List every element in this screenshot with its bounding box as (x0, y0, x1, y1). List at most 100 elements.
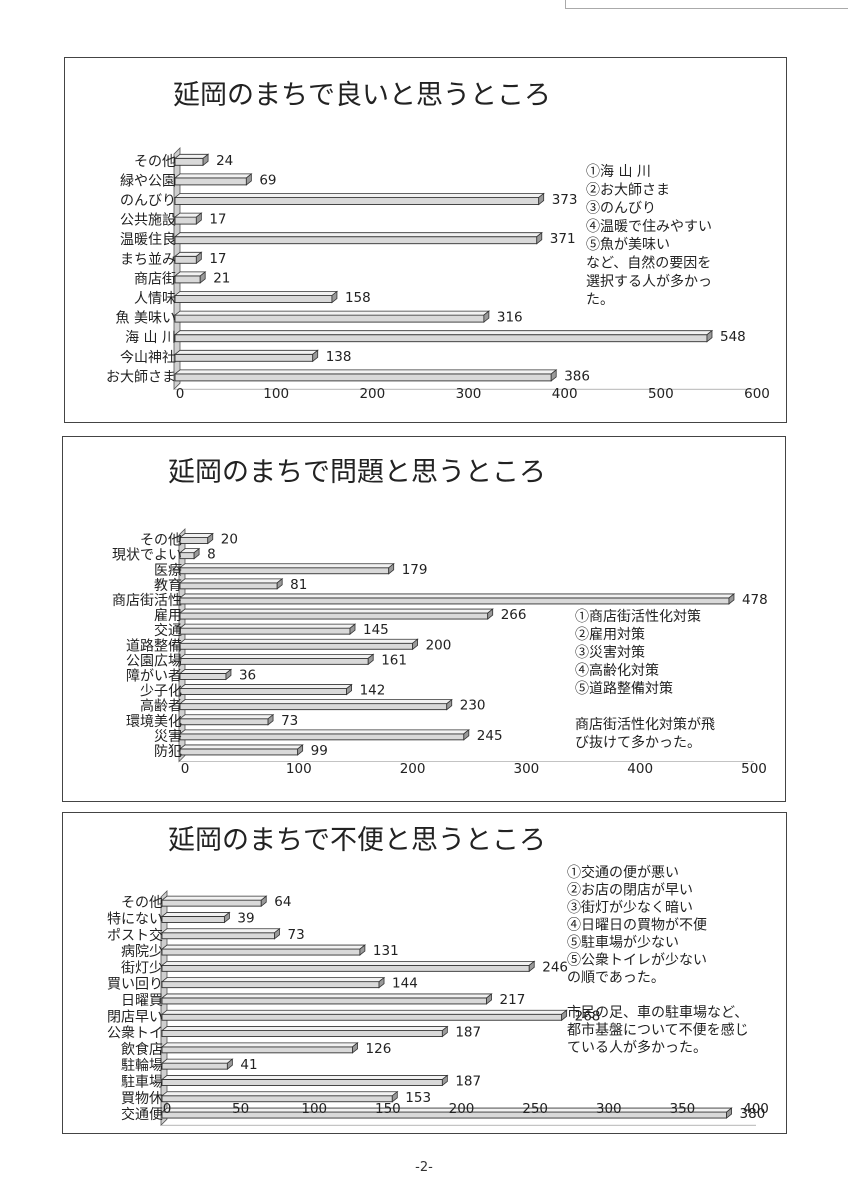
bar-end (446, 698, 453, 711)
bar-end (550, 369, 557, 382)
page-edge-line (565, 0, 848, 9)
bar-top (178, 578, 284, 584)
tick-label: 600 (744, 386, 770, 402)
annotation-line: ④高齢化対策 (575, 662, 659, 679)
bar (174, 275, 201, 284)
bar-end (346, 683, 352, 696)
bar-end (359, 944, 366, 956)
bar (179, 567, 390, 575)
bar-top (173, 232, 543, 238)
bar (161, 1030, 443, 1038)
category-label: のんびり (120, 193, 176, 209)
bar-end (274, 927, 280, 940)
bar (179, 718, 269, 726)
bar-top (178, 623, 357, 629)
category-label: 商店街活性 (112, 593, 182, 609)
bar-end (441, 1074, 448, 1087)
chart-title: 延岡のまちで不便と思うところ (168, 825, 546, 856)
bar (161, 948, 361, 956)
bar-top (178, 653, 375, 659)
chart-inconvenient: 延岡のまちで不便と思うところ 64 その他 39 特にない 73 ポスト交 131 病院少 246… (107, 825, 769, 1127)
bar (179, 612, 489, 620)
data-label: 246 (542, 959, 568, 975)
data-label: 17 (209, 212, 226, 228)
category-label: 防犯 (154, 744, 182, 760)
category-label: 道路整備 (126, 638, 182, 654)
category-label: その他 (140, 533, 182, 549)
tick-label: 100 (263, 386, 289, 402)
bar-end (193, 547, 200, 560)
axis-wall (173, 147, 181, 391)
tick-label: 100 (301, 1101, 327, 1117)
bar-end (561, 1009, 568, 1022)
bar (161, 981, 380, 989)
tick-label: 400 (627, 761, 653, 777)
category-label: 緑や公園 (120, 173, 176, 189)
bar (179, 672, 227, 680)
data-label: 20 (221, 532, 238, 548)
tick-label: 0 (181, 761, 190, 777)
tick-label: 300 (514, 761, 540, 777)
data-label: 138 (326, 349, 352, 365)
data-label: 81 (290, 577, 307, 593)
category-label: 街灯少 (121, 960, 163, 976)
category-label: お大師さま (106, 369, 176, 385)
bar (161, 1079, 443, 1086)
category-label: 今山神社 (120, 350, 176, 366)
category-label: その他 (121, 895, 163, 911)
bar-end (528, 960, 535, 973)
bar-end (349, 623, 356, 635)
bar-end (391, 1090, 398, 1103)
chart-panel-inconvenient: 延岡のまちで不便と思うところ 64 その他 39 特にない 73 ポスト交 131 病院少 246… (62, 812, 787, 1134)
tick-label: 0 (163, 1101, 172, 1117)
bar (174, 295, 333, 303)
data-label: 245 (477, 728, 503, 744)
bar-top (160, 977, 386, 983)
bar (161, 915, 225, 923)
bar (174, 197, 540, 205)
category-label: 交通便 (121, 1106, 163, 1123)
tick-label: 250 (522, 1101, 548, 1117)
bar (179, 748, 299, 756)
category-label: 障がい者 (126, 668, 182, 684)
category-label: 駐輪場 (121, 1057, 163, 1074)
annotation-line: ⑤魚が美味い (586, 237, 670, 253)
bar (179, 688, 348, 696)
bar (179, 582, 278, 590)
bar (174, 314, 485, 323)
data-label: 371 (550, 231, 576, 247)
data-label: 21 (213, 270, 230, 286)
category-label: 商店街 (134, 271, 176, 287)
bar (161, 964, 530, 972)
category-label: 病院少 (121, 944, 163, 960)
category-label: 公園広場 (126, 653, 182, 669)
bar-top (178, 744, 304, 750)
data-label: 187 (455, 1073, 481, 1089)
tick-label: 500 (648, 386, 674, 402)
bar-top (173, 291, 339, 296)
bar-end (199, 271, 206, 284)
bar-top (173, 349, 319, 355)
chart-panel-good: 延岡のまちで良いと思うところ 24 その他 69 緑や公園 373 のんびり 17 公共施設 37… (64, 57, 787, 423)
bar (161, 1013, 563, 1021)
bar-top (178, 608, 494, 614)
bar-end (412, 638, 419, 651)
bar-top (160, 1009, 568, 1015)
annotation-line: ⑤公衆トイレが少ない (567, 953, 707, 969)
bar-top (160, 1091, 399, 1097)
bar-end (267, 713, 274, 726)
annotation-line: 選択する人が多かっ (586, 273, 712, 290)
bar-end (224, 911, 230, 924)
tick-label: 300 (456, 386, 482, 402)
bar-end (463, 729, 470, 741)
annotation-line: 都市基盤について不便を感じ (567, 1022, 749, 1039)
bar (174, 157, 204, 166)
bar-end (245, 173, 252, 186)
bar (161, 997, 487, 1005)
data-label: 69 (259, 172, 276, 188)
data-label: 126 (366, 1041, 392, 1057)
category-label: 公衆トイ (107, 1026, 163, 1042)
category-label: 海 山 川 (125, 330, 176, 346)
chart-title: 延岡のまちで問題と思うところ (168, 457, 546, 488)
annotation-line: 市民の足、車の駐車場など、 (567, 1004, 748, 1021)
